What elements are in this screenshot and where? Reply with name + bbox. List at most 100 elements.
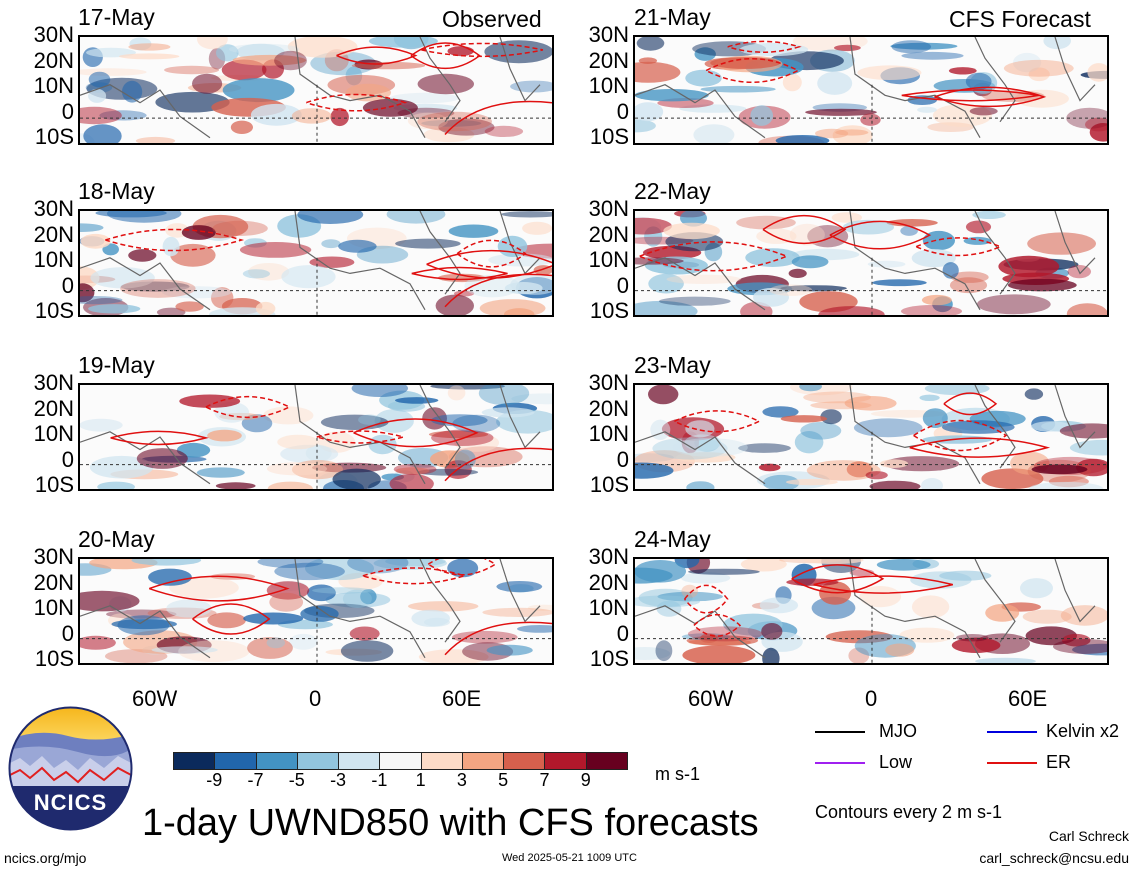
map-shading (266, 462, 328, 476)
map-shading (638, 57, 657, 64)
lat-label: 20N (33, 47, 74, 73)
map-shading (901, 305, 962, 315)
lat-label: 10S (34, 124, 74, 149)
map-shading (844, 396, 897, 411)
map-shading (135, 136, 176, 143)
map-shading (799, 385, 822, 392)
colorbar-tick-label: -9 (206, 770, 223, 790)
map-shading (965, 220, 992, 234)
map-shading (672, 438, 748, 457)
map-shading (250, 103, 302, 126)
map-shading (349, 626, 380, 641)
map-shading (955, 634, 989, 642)
map-shading (876, 559, 931, 571)
map-shading (408, 601, 479, 612)
map-shading (447, 46, 474, 57)
map-shading (831, 212, 862, 223)
map-shading (176, 442, 211, 458)
map-shading (1059, 423, 1107, 439)
er-contour (693, 613, 742, 637)
map-panel-24-may (633, 557, 1109, 665)
map-shading (197, 37, 228, 50)
map-shading (360, 589, 377, 605)
map-shading (635, 89, 709, 102)
map-shading (1013, 52, 1042, 73)
map-shading (758, 463, 781, 472)
lat-label: 10N (33, 73, 74, 98)
er-contour (427, 559, 497, 576)
map-shading (700, 85, 776, 93)
contour-note: Contours every 2 m s-1 (815, 802, 1003, 822)
map-shading (883, 456, 960, 472)
map-shading (80, 233, 111, 249)
map-shading (648, 273, 684, 294)
map-panel-19-may (78, 383, 554, 491)
coastline (499, 385, 541, 449)
lat-label: 10S (34, 472, 74, 497)
colorbar-tick-label: 1 (415, 770, 426, 790)
coastline (80, 84, 211, 139)
map-shading (452, 630, 518, 644)
map-shading (652, 437, 728, 460)
legend-label-kelvin: Kelvin x2 (1046, 721, 1120, 741)
map-shading (860, 113, 881, 126)
map-shading (921, 294, 952, 306)
map-shading (511, 393, 552, 405)
map-shading (119, 53, 180, 60)
lat-label: 10N (33, 247, 74, 272)
map-shading (950, 271, 989, 283)
colorbar-tick-label: -3 (330, 770, 347, 790)
map-shading (207, 612, 246, 629)
colorbar (173, 752, 628, 772)
er-contour (148, 575, 290, 602)
map-shading (281, 265, 336, 289)
map-shading (650, 419, 671, 440)
map-shading (418, 649, 489, 663)
map-shading (1072, 643, 1107, 656)
map-shading (428, 430, 489, 439)
map-shading (657, 591, 723, 602)
map-shading (948, 67, 977, 75)
map-shading (330, 107, 349, 127)
map-shading (321, 239, 341, 249)
lat-label: 20N (33, 221, 74, 247)
map-shading (175, 301, 204, 312)
map-shading (345, 83, 391, 102)
footer-email[interactable]: carl_schreck@ncsu.edu (979, 850, 1129, 866)
map-shading (89, 455, 154, 479)
er-contour (727, 40, 802, 53)
map-shading (289, 633, 318, 650)
er-contour (353, 418, 479, 448)
footer-url[interactable]: ncics.org/mjo (4, 850, 87, 866)
er-contour (192, 603, 271, 635)
map-shading (504, 282, 543, 295)
map-shading (1024, 388, 1044, 400)
colorbar-swatch (420, 752, 463, 770)
map-shading (859, 586, 902, 608)
map-shading (1061, 633, 1091, 647)
coastline (974, 37, 1016, 123)
coastline (849, 37, 981, 138)
map-shading (280, 444, 339, 464)
map-shading (88, 71, 111, 88)
legend-line-mjo (815, 731, 865, 733)
map-shading (919, 394, 940, 401)
panel-date: 20-May (78, 526, 155, 552)
map-shading (215, 482, 256, 489)
lon-label: 0 (865, 686, 878, 711)
map-shading (464, 274, 520, 298)
map-shading (739, 42, 809, 57)
map-shading (309, 256, 355, 268)
panel-date: 19-May (78, 352, 155, 378)
map-shading (248, 263, 290, 281)
er-contour (105, 228, 245, 252)
map-shading (635, 595, 700, 608)
map-shading (207, 429, 242, 442)
lat-label: 10N (588, 247, 629, 272)
map-shading (447, 559, 479, 578)
map-shading (435, 294, 474, 315)
map-shading (951, 637, 1001, 653)
map-shading (635, 61, 681, 83)
coastline (419, 211, 461, 295)
er-contour (943, 392, 998, 416)
